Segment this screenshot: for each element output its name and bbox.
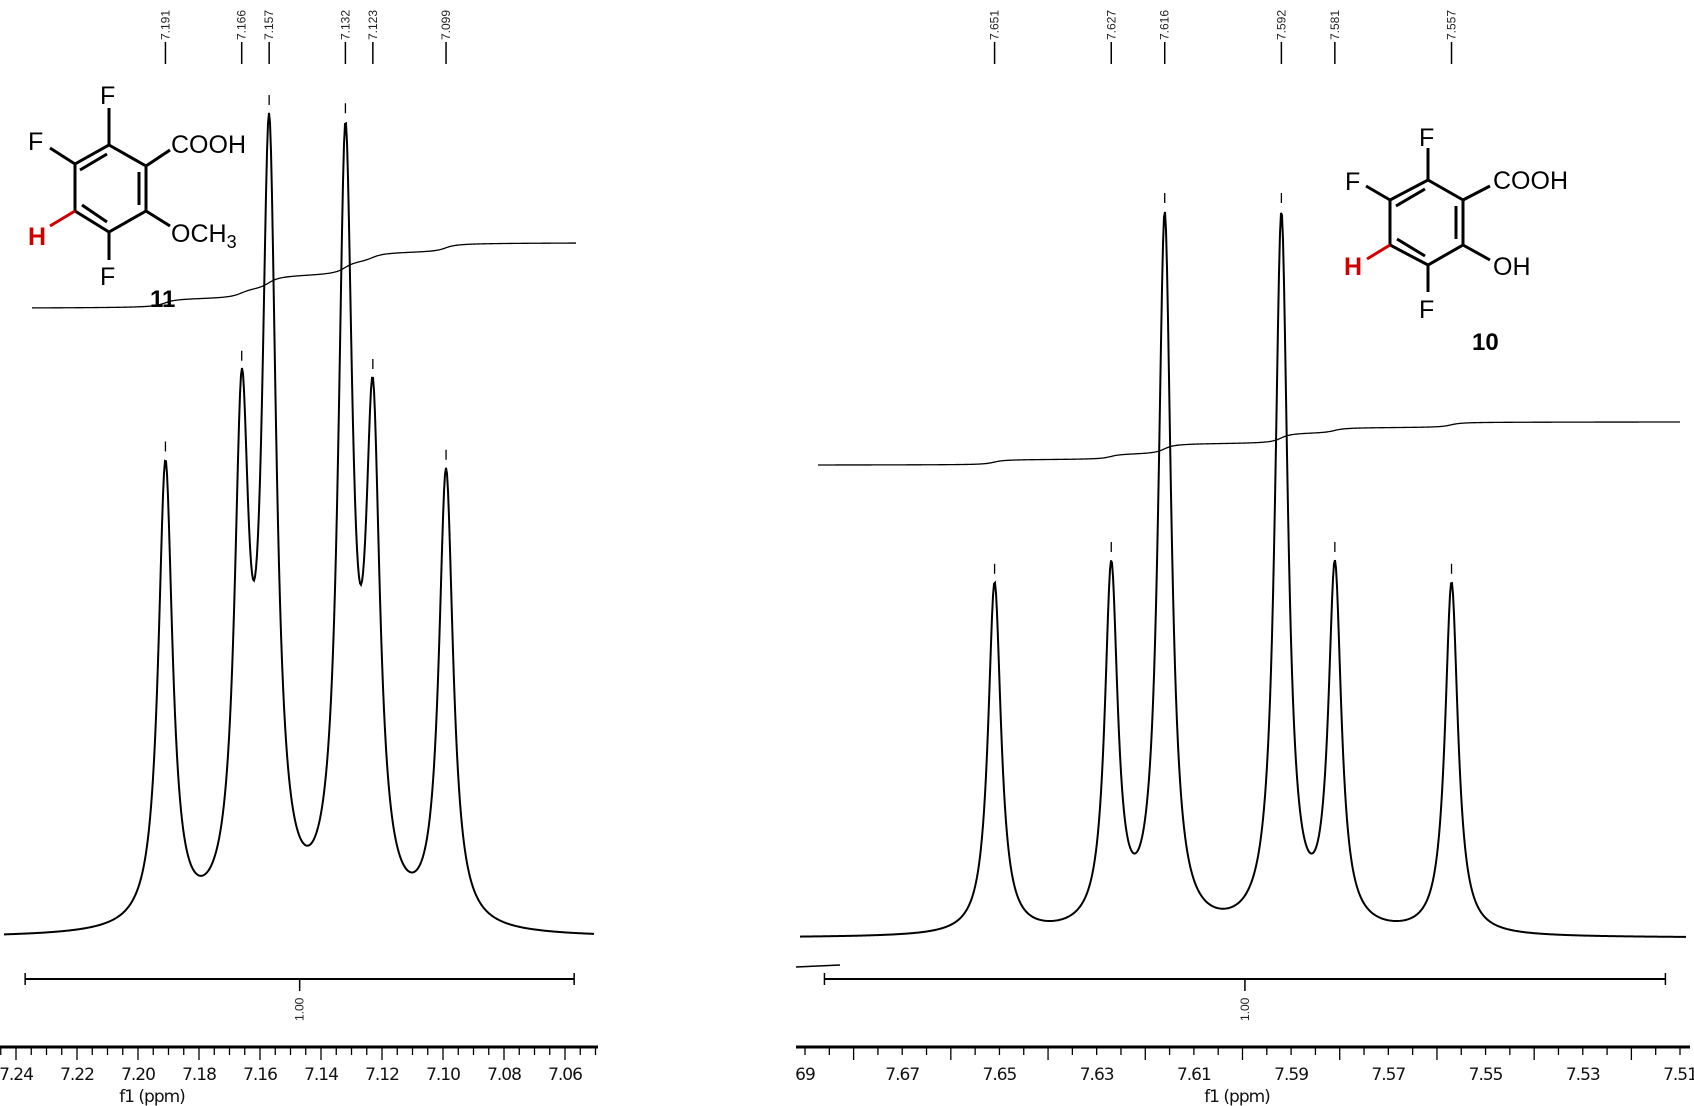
x-axis-label: f1 (ppm) (1204, 1087, 1270, 1106)
x-tick-label: 7.67 (885, 1065, 919, 1085)
x-axis-label: f1 (ppm) (119, 1087, 185, 1106)
spectrum-line-0 (3, 112, 595, 936)
substituent-cooh: COOH (1493, 167, 1568, 195)
peak-label: 7.166 (235, 10, 249, 40)
x-tick-label: 7.61 (1177, 1065, 1211, 1085)
x-tick-label: 7.18 (182, 1065, 216, 1085)
substituent-och3-main: OCH (171, 220, 227, 248)
x-tick-label: 7.24 (0, 1065, 33, 1085)
peak-label: 7.099 (439, 10, 453, 40)
atom-f-bottom: F (100, 263, 115, 291)
x-tick-label: 7.57 (1371, 1065, 1405, 1085)
x-tick-label: 7.22 (60, 1065, 94, 1085)
peak-label: 7.123 (366, 10, 380, 40)
atom-f-left: F (28, 128, 43, 156)
x-tick-label: 7.53 (1566, 1065, 1600, 1085)
atom-h-highlight: H (1344, 253, 1362, 281)
peak-label: 7.191 (158, 10, 172, 40)
x-tick-label: 7.59 (1274, 1065, 1308, 1085)
x-tick-label: 7.20 (121, 1065, 155, 1085)
structure-compound-11 (49, 108, 171, 260)
x-tick-label: 7.14 (304, 1065, 338, 1085)
spectrum-line-1 (799, 211, 1687, 938)
x-tick-label: 7.10 (426, 1065, 460, 1085)
peak-label: 7.581 (1328, 10, 1342, 40)
integral-value: 1.00 (293, 997, 307, 1021)
x-tick-label: 7.55 (1469, 1065, 1503, 1085)
peak-label: 7.627 (1104, 10, 1118, 40)
atom-f-left: F (1345, 168, 1360, 196)
x-tick-label: 7.08 (487, 1065, 521, 1085)
substituent-oh: OH (1493, 253, 1531, 281)
integral-curve-1 (817, 421, 1681, 466)
x-tick-label: 7.06 (548, 1065, 582, 1085)
atom-f-top: F (1419, 124, 1434, 152)
atom-h-highlight: H (28, 223, 46, 251)
x-tick-label: 7.63 (1080, 1065, 1114, 1085)
substituent-och3-subscript: 3 (227, 232, 237, 252)
compound-number-10: 10 (1472, 329, 1499, 356)
peak-label: 7.132 (338, 10, 352, 40)
substituent-och3: OCH3 (171, 220, 237, 252)
atom-f-top: F (100, 82, 115, 110)
integral-value: 1.00 (1238, 997, 1252, 1021)
x-tick-label: 7.65 (983, 1065, 1017, 1085)
peak-label: 7.557 (1445, 10, 1459, 40)
x-tick-label: 7.16 (243, 1065, 277, 1085)
compound-number-11: 11 (150, 286, 175, 313)
integral-curve-0 (31, 242, 577, 309)
peak-label: 7.592 (1274, 10, 1288, 40)
substituent-cooh: COOH (171, 131, 246, 159)
x-tick-label: 7.12 (365, 1065, 399, 1085)
peak-label: 7.616 (1158, 10, 1172, 40)
atom-f-bottom: F (1419, 296, 1434, 324)
peak-label: 7.157 (262, 10, 276, 40)
integral-stub (795, 964, 841, 968)
structure-compound-10 (1365, 148, 1491, 292)
peak-label: 7.651 (988, 10, 1002, 40)
x-tick-label: 69 (795, 1065, 815, 1085)
x-tick-label: 7.51 (1663, 1065, 1694, 1085)
